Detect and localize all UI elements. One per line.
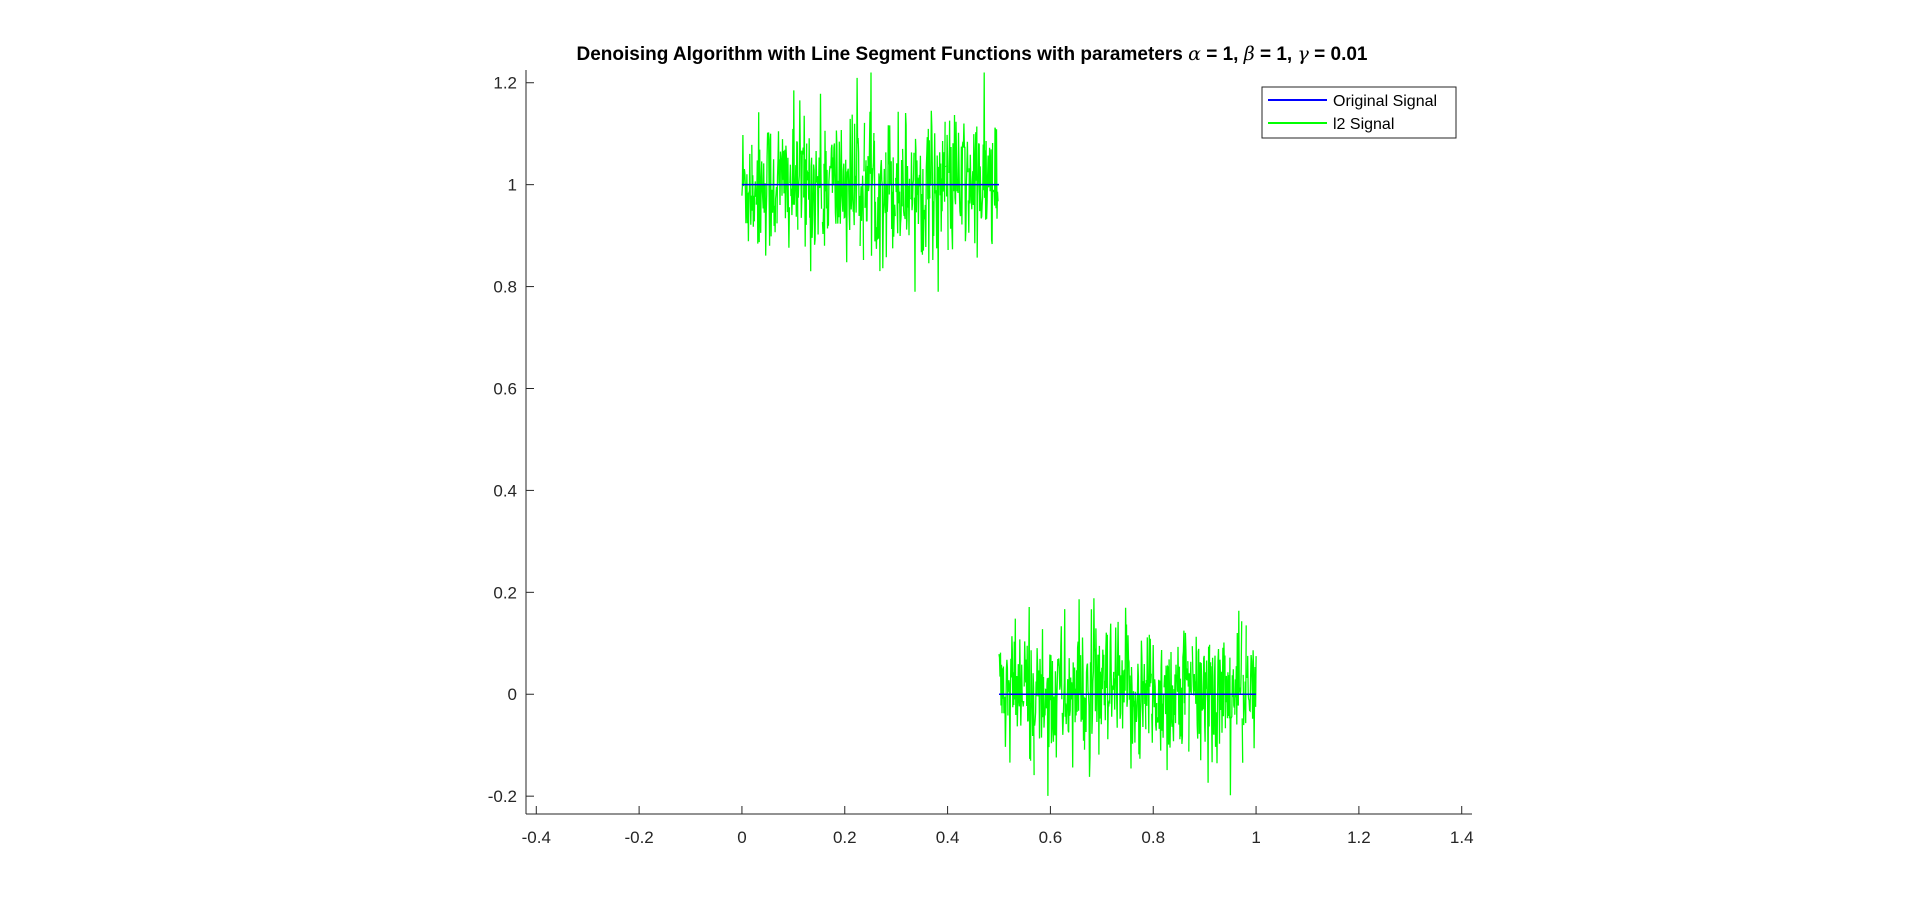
x-tick-label: 0.6 [1039, 828, 1063, 847]
legend-label-l2-signal: l2 Signal [1333, 116, 1394, 133]
x-tick-label: 1 [1251, 828, 1260, 847]
y-tick-label: 0.6 [493, 379, 517, 398]
y-tick-label: 0.4 [493, 481, 517, 500]
y-axis: -0.2 0 0.2 0.4 0.6 0.8 1 1.2 [488, 74, 534, 806]
l2-signal-segment-2 [998, 598, 1257, 796]
x-axis: -0.4 -0.2 0 0.2 0.4 0.6 0.8 1 1.2 1.4 [522, 806, 1474, 847]
x-tick-label: 0 [737, 828, 746, 847]
title-alpha-value: = 1, [1201, 44, 1244, 65]
y-tick-label: 0.8 [493, 278, 517, 297]
title-beta-value: = 1, [1255, 44, 1298, 65]
x-tick-label: 0.4 [936, 828, 960, 847]
title-gamma-symbol: γ [1297, 43, 1309, 65]
chart-title: Denoising Algorithm with Line Segment Fu… [577, 43, 1368, 65]
plot-area [741, 72, 1257, 796]
x-tick-label: -0.2 [624, 828, 653, 847]
legend-box [1261, 86, 1457, 139]
title-gamma-value: = 0.01 [1309, 44, 1368, 65]
l2-signal-segment-1 [741, 72, 999, 292]
y-tick-label: 0.2 [493, 583, 517, 602]
x-tick-label: 1.2 [1347, 828, 1371, 847]
x-tick-label: -0.4 [522, 828, 551, 847]
x-tick-label: 1.4 [1450, 828, 1474, 847]
title-alpha-symbol: α [1188, 43, 1201, 65]
legend: Original Signal l2 Signal [1261, 86, 1457, 139]
title-beta-symbol: β [1243, 43, 1255, 65]
title-prefix: Denoising Algorithm with Line Segment Fu… [577, 44, 1189, 65]
x-tick-label: 0.2 [833, 828, 857, 847]
y-tick-label: 1 [508, 176, 517, 195]
y-tick-label: -0.2 [488, 787, 517, 806]
legend-label-original-signal: Original Signal [1333, 93, 1437, 110]
y-tick-label: 1.2 [493, 74, 517, 93]
y-tick-label: 0 [508, 685, 517, 704]
x-tick-label: 0.8 [1141, 828, 1165, 847]
